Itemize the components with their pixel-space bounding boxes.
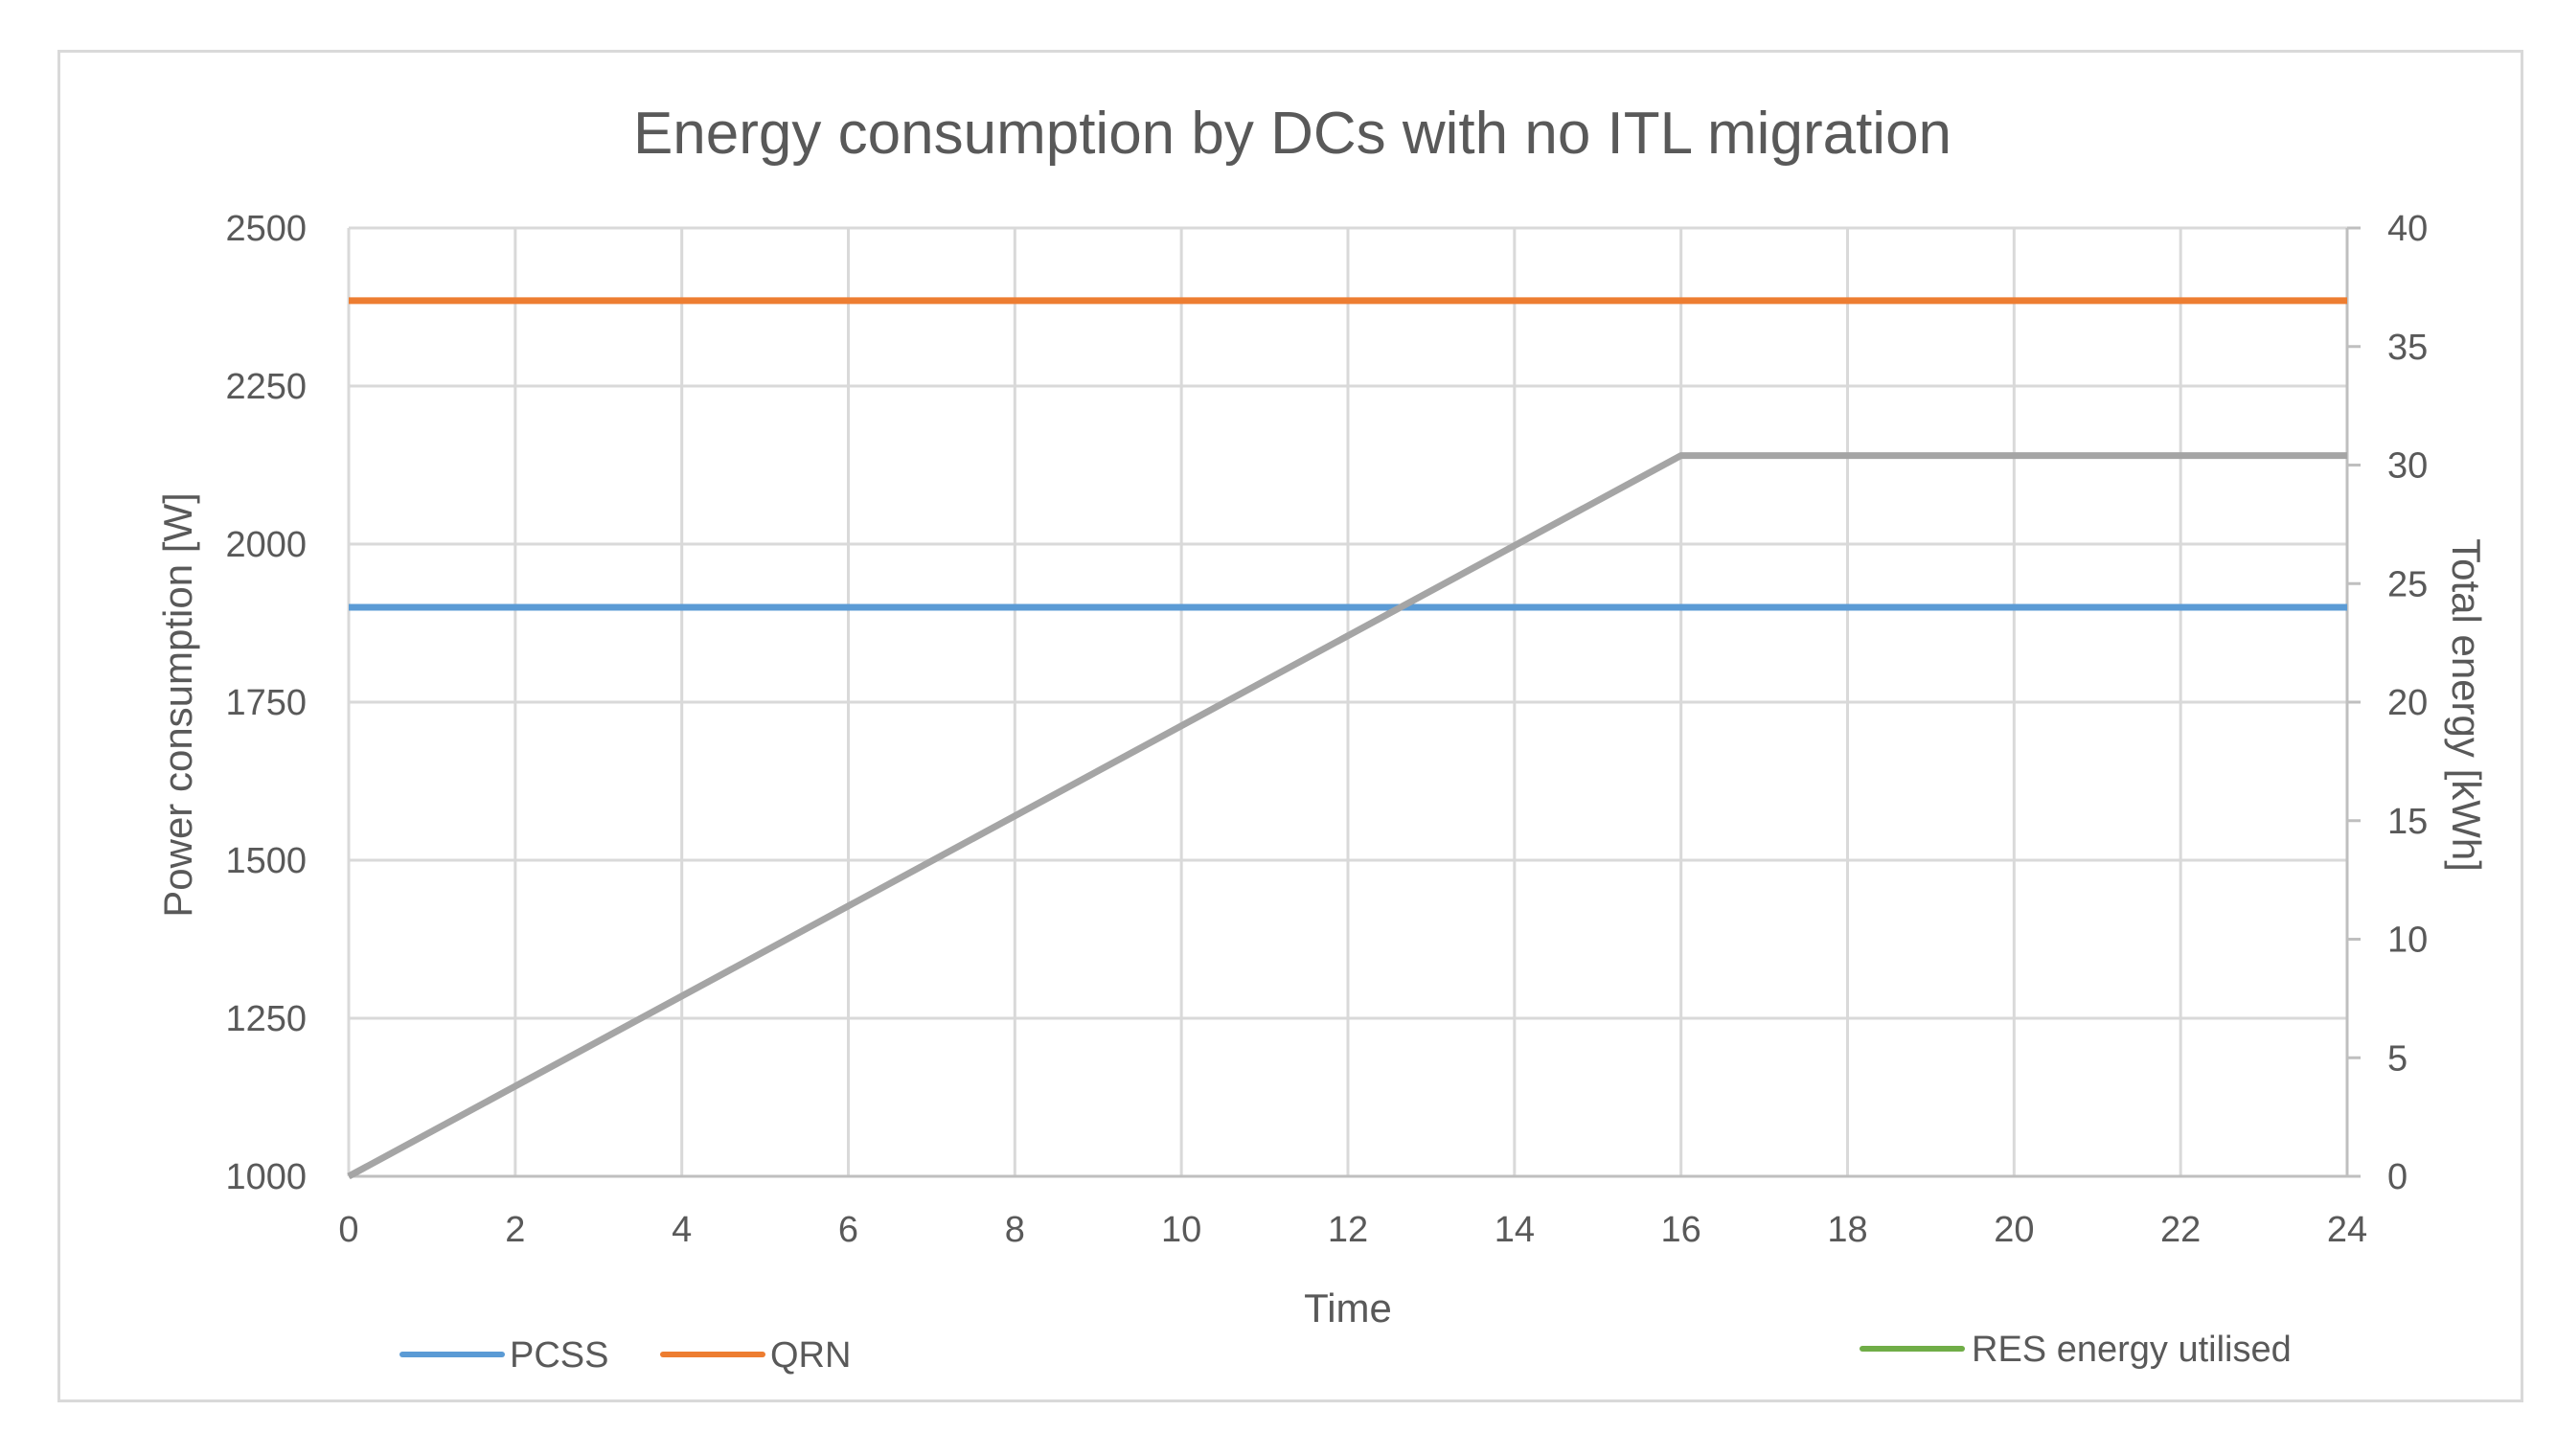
x-tick-label: 22	[2160, 1210, 2201, 1250]
y2-tick-label: 25	[2387, 564, 2428, 604]
y-tick-label: 2500	[225, 209, 307, 249]
series-line-total-energy	[347, 452, 2347, 1180]
series-lines	[347, 297, 2347, 1180]
legend-label-pcss: PCSS	[510, 1335, 608, 1376]
y-axis-label: Power consumption [W]	[155, 492, 200, 918]
gridlines	[347, 226, 2361, 1178]
x-tick-label: 14	[1495, 1210, 1535, 1250]
chart-title: Energy consumption by DCs with no ITL mi…	[633, 101, 1951, 167]
y2-tick-label: 15	[2387, 802, 2428, 842]
x-tick-label: 12	[1328, 1210, 1368, 1250]
x-axis-label: Time	[1304, 1285, 1392, 1331]
x-tick-label: 16	[1661, 1210, 1701, 1250]
y-tick-label: 1500	[225, 841, 307, 881]
y2-tick-label: 30	[2387, 446, 2428, 487]
y-tick-label: 1000	[225, 1157, 307, 1197]
y2-tick-label: 35	[2387, 328, 2428, 368]
x-tick-label: 6	[838, 1210, 858, 1250]
y-tick-label: 1750	[225, 683, 307, 723]
y-tick-label: 2250	[225, 367, 307, 407]
y2-tick-label: 40	[2387, 209, 2428, 249]
y2-tick-label: 0	[2387, 1157, 2408, 1197]
x-tick-label: 18	[1827, 1210, 1867, 1250]
x-tick-label: 8	[1005, 1210, 1025, 1250]
tick-labels: 0 2 4 6 8 10 12 14 16 18 20 22 241000125015001750200…	[225, 209, 2428, 1250]
y2-tick-label: 5	[2387, 1038, 2408, 1079]
y-tick-label: 2000	[225, 525, 307, 565]
legend: PCSS QRN RES energy utilised	[399, 1330, 2292, 1376]
legend-label-res: RES energy utilised	[1972, 1330, 2292, 1370]
x-tick-label: 2	[505, 1210, 525, 1250]
x-tick-label: 0	[338, 1210, 358, 1250]
y2-tick-label: 10	[2387, 921, 2428, 961]
x-tick-label: 4	[672, 1210, 692, 1250]
y-tick-label: 1250	[225, 999, 307, 1039]
legend-label-qrn: QRN	[770, 1335, 851, 1376]
y2-tick-label: 20	[2387, 683, 2428, 723]
x-tick-label: 24	[2327, 1210, 2367, 1250]
y2-axis-label: Total energy [kWh]	[2444, 538, 2489, 872]
x-tick-label: 20	[1994, 1210, 2034, 1250]
x-tick-label: 10	[1161, 1210, 1201, 1250]
